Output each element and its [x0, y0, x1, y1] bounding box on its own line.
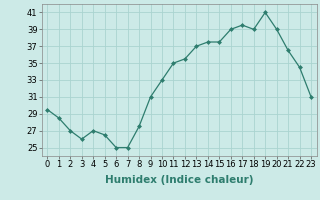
X-axis label: Humidex (Indice chaleur): Humidex (Indice chaleur)	[105, 175, 253, 185]
